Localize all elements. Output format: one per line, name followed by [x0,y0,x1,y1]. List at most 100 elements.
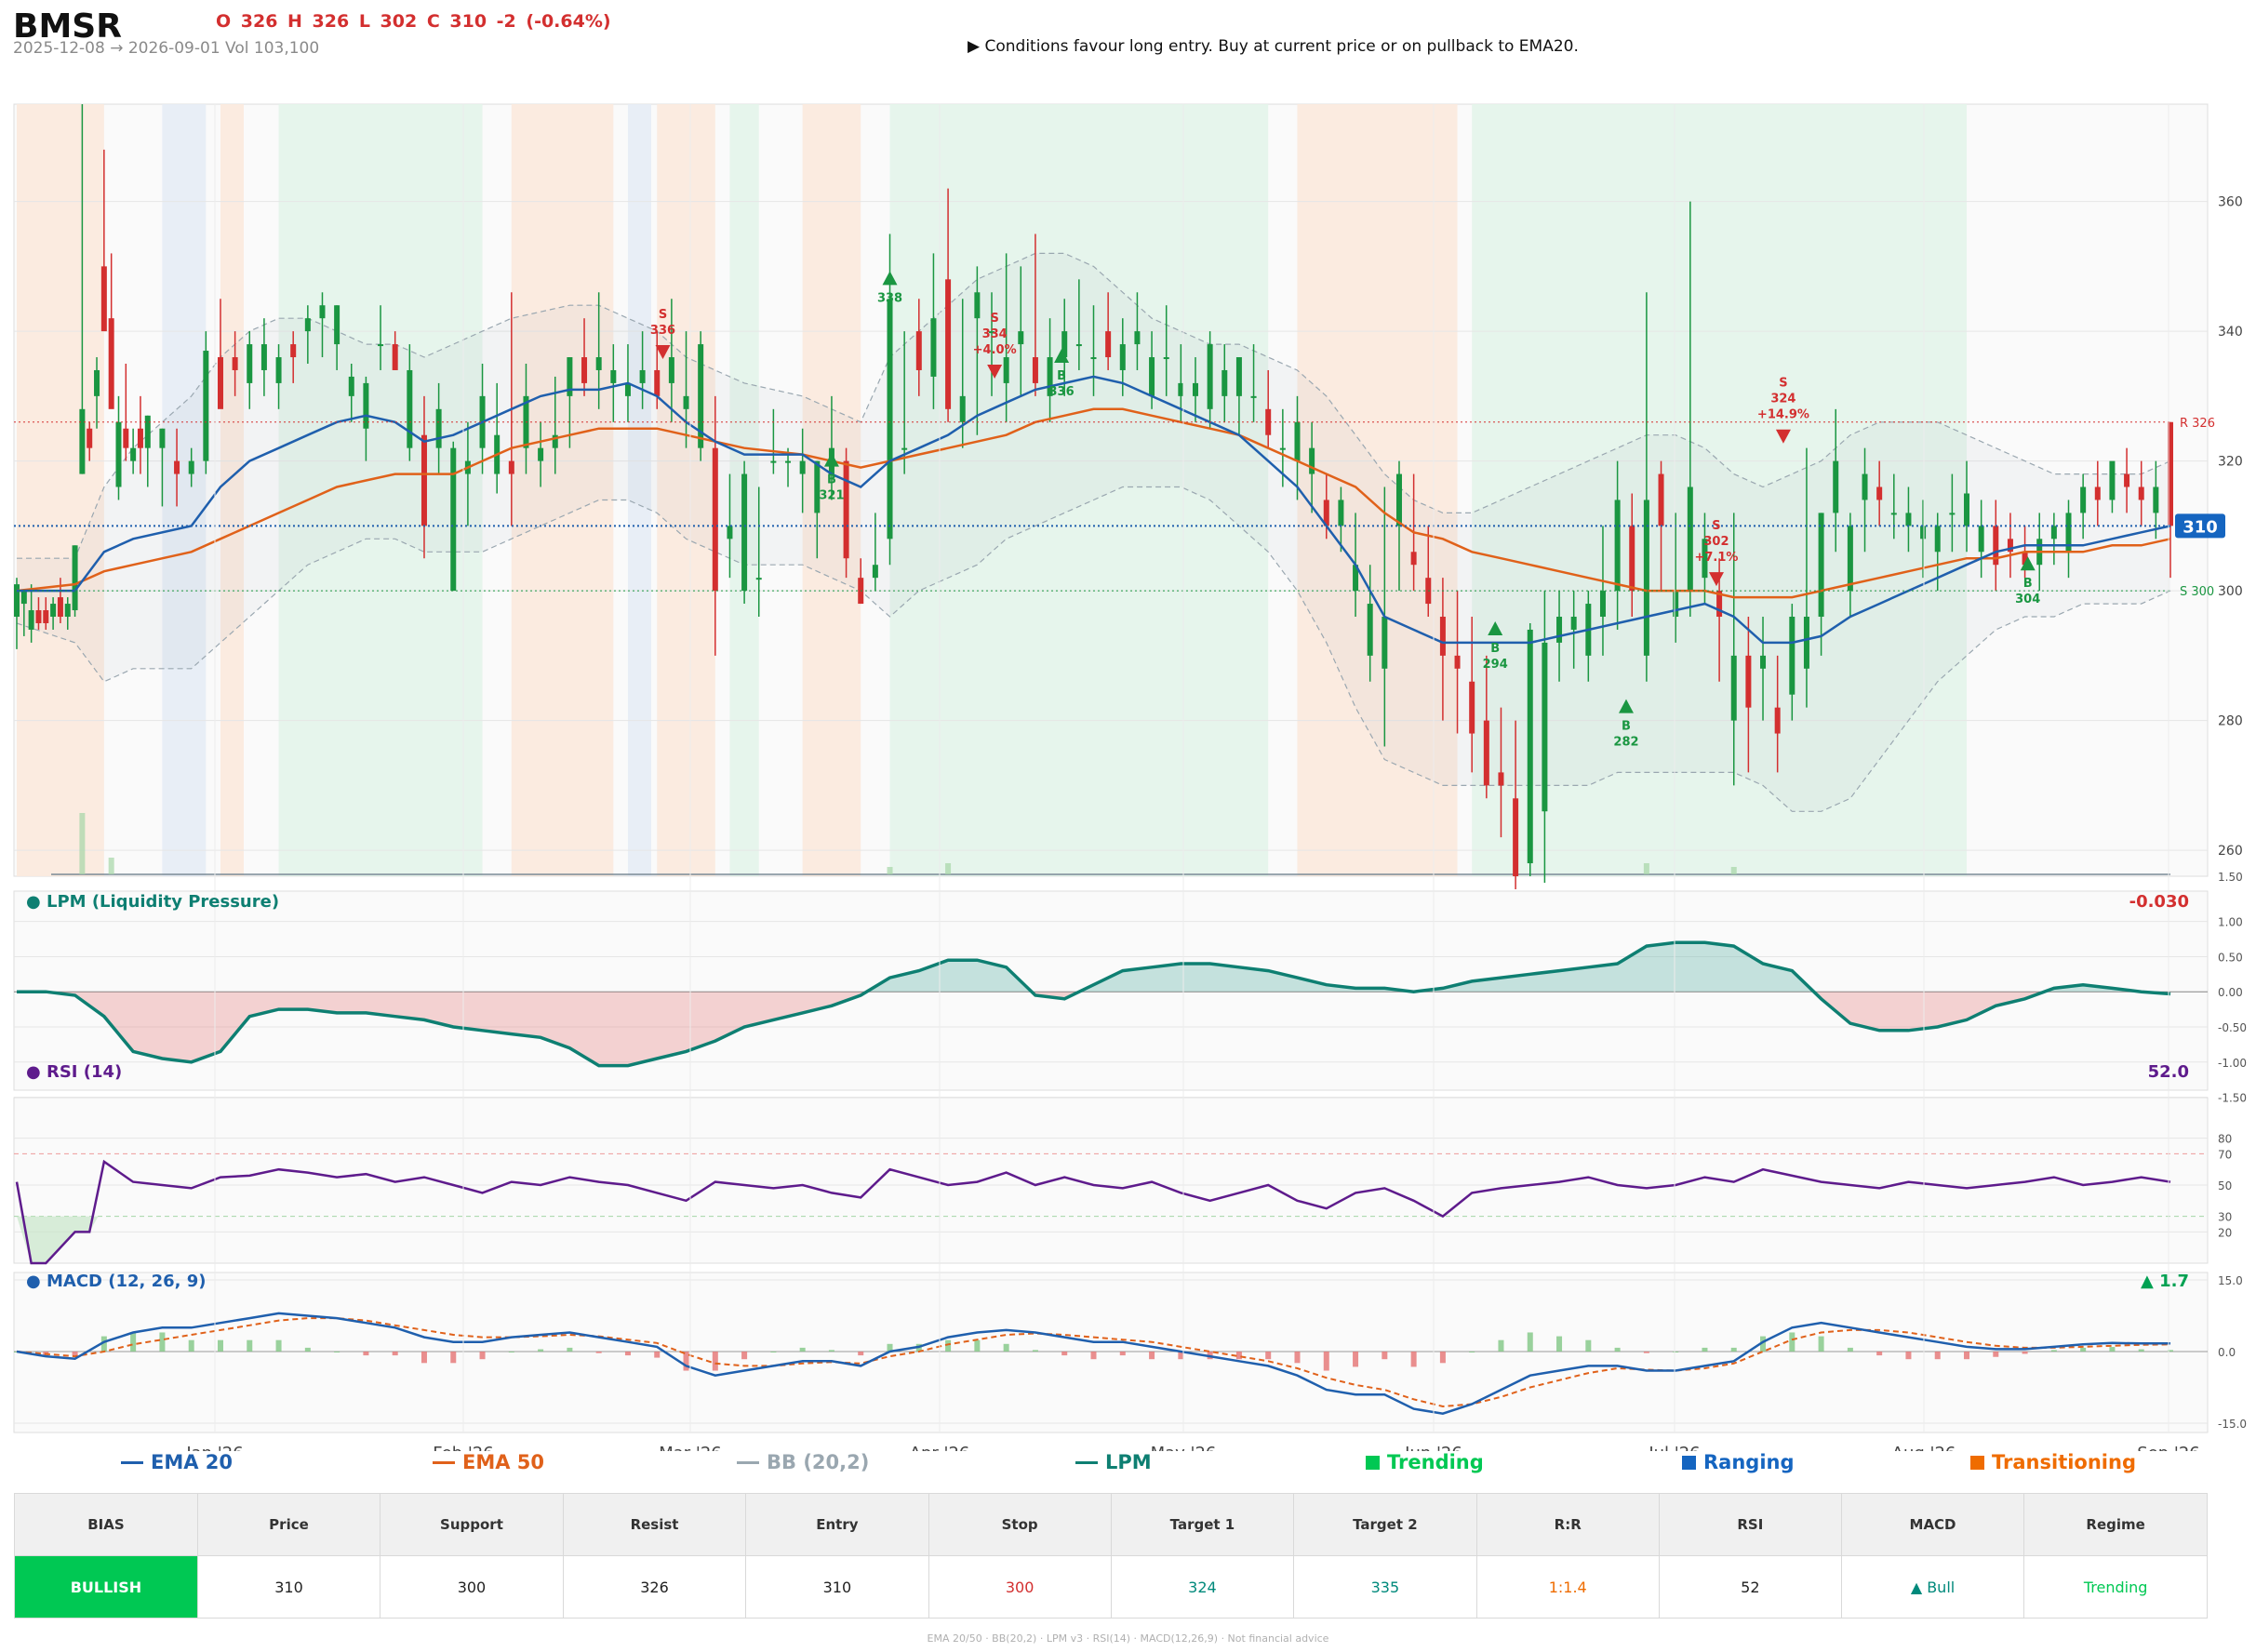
candle-body [247,344,253,383]
macd-histogram-bar [887,1343,893,1352]
candle-body [1673,591,1679,618]
summary-value-bias: BULLISH [14,1555,198,1619]
candle-body [2168,421,2173,526]
trade-marker-label: B [1622,720,1631,734]
regime-band-transitioning [220,104,245,876]
date-tick-label: Jul '26 [1648,1444,1700,1451]
macd-histogram-bar [1178,1352,1184,1360]
candle-body [1105,331,1112,358]
candle-body [407,369,413,448]
date-tick-label: Mar '26 [659,1444,722,1451]
candle-body [654,369,661,396]
buy-marker [1618,699,1634,713]
trade-marker-label: S [990,312,998,326]
macd-histogram-bar [828,1350,834,1352]
candle-body [698,344,704,448]
summary-value-rsi: 52 [1658,1555,1842,1619]
candle-body [2124,473,2130,487]
candle-body [1789,617,1795,695]
buy-marker [1054,349,1070,364]
legend-ema50[interactable]: EMA 50 [433,1451,544,1473]
trade-marker-label: 302 [1703,535,1729,549]
buy-marker [1488,620,1503,635]
macd-histogram-bar [595,1352,602,1353]
macd-histogram-bar [1498,1339,1504,1352]
macd-histogram-bar [1614,1347,1621,1352]
trade-marker-label: 304 [2015,593,2040,606]
legend-ema20[interactable]: EMA 20 [121,1451,233,1473]
volume-bar [1730,867,1737,874]
candle-body [1032,357,1038,383]
rsi-pane: 80 70 50 30 20 [14,1133,2232,1265]
legend-trending[interactable]: Trending [1366,1451,1484,1473]
legend-bb[interactable]: BB (20,2) [737,1451,869,1473]
support-resistance-lines: R 326 S 300 310 [14,417,2225,599]
support-label: S 300 [2180,585,2214,599]
rsi-title: ● RSI (14) [26,1062,122,1082]
candle-body [1730,655,1737,721]
summary-value-support: 300 [380,1555,564,1619]
macd-histogram-bar [1847,1347,1853,1352]
candle-body [20,591,27,605]
summary-header-stop: Stop [928,1493,1112,1556]
macd-histogram-bar [974,1339,981,1352]
summary-header-support: Support [380,1493,564,1556]
candle-body [1833,460,1839,513]
macd-histogram-bar [1382,1352,1388,1360]
candle-body [188,460,194,474]
summary-value-row: BULLISH 310 300 326 310 300 324 335 1:1.4 52 ▲ Bul… [14,1555,2208,1619]
candle-body [35,610,42,623]
candle-body [1905,513,1912,526]
price-tick-label: 280 [2218,714,2243,729]
macd-histogram-bar [363,1352,369,1356]
candle-body [2007,539,2013,553]
candle-body [1716,591,1723,618]
candle-body [567,357,573,396]
candle-body [1702,539,1708,579]
candle-body [1469,681,1475,734]
candle-body [1323,500,1329,526]
rsi-value: 52.0 [2148,1062,2189,1082]
macd-histogram-bar [1876,1352,1883,1356]
candle-body [1513,798,1519,876]
candle-body [1119,344,1126,370]
sell-marker [655,345,671,360]
candle-body [1439,617,1446,656]
macd-histogram-bar [159,1332,166,1352]
macd-histogram-bar [1964,1352,1970,1360]
rsi-tick-label: 20 [2218,1226,2232,1239]
macd-histogram-bar [1905,1352,1912,1360]
rsi-tick-label: 30 [2218,1211,2232,1224]
footnote: EMA 20/50 · BB(20,2) · LPM v3 · RSI(14) … [927,1632,1329,1645]
candle-body [100,266,107,332]
rsi-tick-label: 70 [2218,1148,2232,1161]
lpm-tick-label: -0.50 [2218,1021,2247,1034]
buy-marker [882,271,898,286]
candle-body [712,447,718,592]
ema-lines [16,375,2171,645]
regime-band-trending [1472,104,1968,876]
candle-body [2138,486,2144,500]
candle-body [260,344,267,370]
regime-band-transitioning [17,104,104,876]
legend-ranging[interactable]: Ranging [1682,1451,1795,1473]
macd-histogram-bar [1235,1352,1242,1360]
trade-marker-label: 294 [1483,658,1508,672]
candle-body [1061,331,1068,358]
macd-histogram-bar [188,1339,194,1352]
candle-body [72,545,78,611]
candle-body [1395,473,1402,526]
legend-lpm[interactable]: LPM [1075,1451,1152,1473]
candle-body [2153,486,2159,513]
price-tick-label: 300 [2218,584,2243,599]
summary-value-entry: 310 [745,1555,929,1619]
macd-histogram-bar [1730,1347,1737,1352]
macd-histogram-bar [72,1352,78,1356]
candle-body [610,369,617,383]
candle-body [595,357,602,370]
trade-marker-label: 282 [1613,736,1638,750]
macd-histogram-bar [1556,1336,1563,1352]
legend-transitioning[interactable]: Transitioning [1970,1451,2136,1473]
summary-header-resist: Resist [562,1493,747,1556]
